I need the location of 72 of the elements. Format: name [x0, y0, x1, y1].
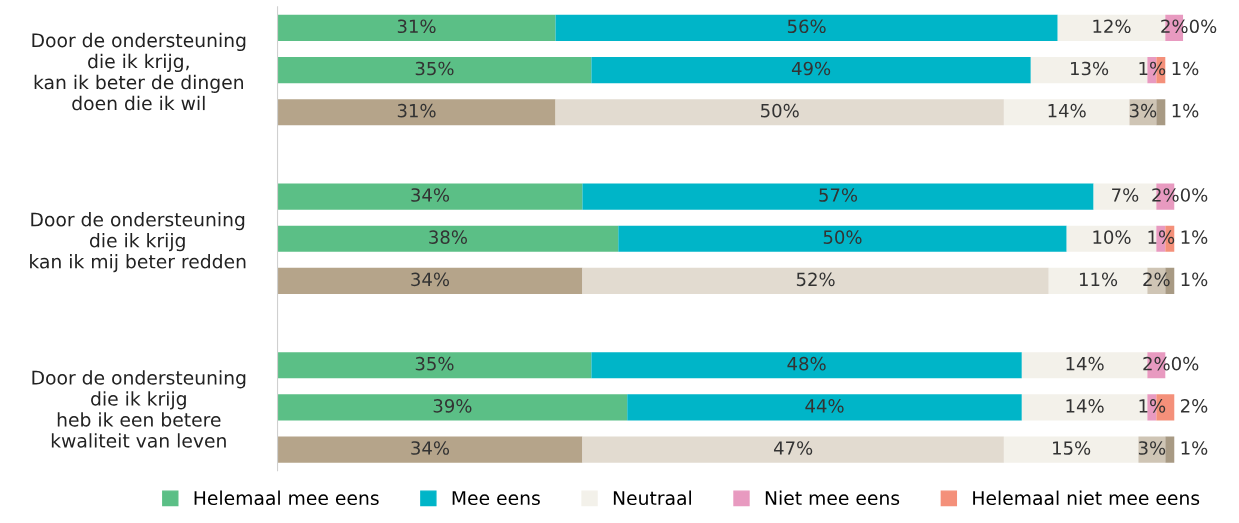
bar: [627, 394, 1022, 421]
data-label: 1%: [1172, 61, 1199, 76]
data-label: 7%: [1112, 188, 1139, 202]
data-label: 0%: [1171, 356, 1199, 371]
data-label: 56%: [787, 19, 826, 34]
bar: [582, 183, 1094, 210]
data-label: 57%: [819, 188, 858, 202]
data-label: 0%: [1180, 188, 1208, 202]
legend-label: Niet mee eens: [765, 490, 900, 506]
y-tick-label: Door de ondersteuning die ik krijg heb ik een betere kwaliteit van leven: [32, 370, 246, 448]
bar: [1003, 436, 1139, 463]
y-tick-label: Door de ondersteuning die ik krijg, kan ik beter de dingen doen die ik wil: [32, 32, 246, 111]
bar: [591, 352, 1022, 379]
data-label: 34%: [411, 188, 450, 202]
data-label: 1%: [1148, 230, 1175, 244]
bar: [277, 352, 592, 379]
data-label: 38%: [429, 230, 467, 244]
data-label: 48%: [787, 356, 826, 371]
bar: [1165, 436, 1175, 463]
bar: [582, 436, 1004, 463]
data-label: 1%: [1172, 103, 1199, 118]
data-label: 31%: [397, 103, 436, 118]
data-label: 1%: [1181, 441, 1208, 455]
data-label: 49%: [791, 61, 831, 76]
data-label: 15%: [1053, 441, 1091, 455]
legend-label: Helemaal mee eens: [194, 490, 379, 506]
data-label: 3%: [1138, 441, 1166, 455]
bar: [277, 56, 592, 84]
data-label: 50%: [761, 103, 799, 118]
data-label: 2%: [1180, 399, 1208, 413]
data-label: 1%: [1181, 230, 1208, 244]
data-label: 34%: [411, 441, 450, 455]
data-label: 3%: [1129, 103, 1157, 118]
bar: [555, 99, 1004, 126]
bar: [277, 267, 583, 294]
data-label: 35%: [415, 356, 454, 371]
bar: [582, 267, 1049, 294]
bar: [277, 183, 583, 210]
data-label: 1%: [1181, 272, 1208, 287]
data-label: 13%: [1071, 61, 1109, 76]
bar: [277, 436, 583, 463]
data-label: 2%: [1143, 272, 1170, 287]
data-label: 1%: [1139, 399, 1166, 413]
legend-label: Mee eens: [452, 491, 540, 506]
y-tick-label: Door de ondersteuning die ik krijg kan ik mij beter redden: [30, 212, 246, 273]
data-label: 39%: [433, 399, 472, 413]
data-label: 52%: [796, 272, 835, 287]
data-label: 14%: [1048, 103, 1086, 118]
bar: [1003, 99, 1130, 126]
data-label: 0%: [1189, 19, 1217, 34]
data-label: 10%: [1093, 230, 1131, 244]
bar: [591, 56, 1031, 84]
data-label: 1%: [1139, 61, 1166, 76]
data-label: 47%: [773, 441, 813, 455]
data-label: 35%: [415, 61, 454, 76]
bar: [277, 394, 628, 421]
bar: [277, 99, 556, 126]
data-label: 50%: [823, 230, 862, 244]
data-label: 12%: [1093, 19, 1131, 34]
data-label: 14%: [1066, 356, 1104, 371]
bar: [277, 14, 556, 41]
data-label: 44%: [805, 399, 844, 413]
bar: [555, 14, 1058, 41]
bar: [1156, 99, 1166, 126]
data-label: 34%: [411, 272, 450, 287]
data-label: 14%: [1066, 399, 1104, 413]
legend-label: Helemaal niet mee eens: [973, 490, 1200, 506]
data-label: 31%: [397, 19, 436, 34]
legend-label: Neutraal: [613, 490, 691, 506]
bar: [277, 225, 619, 252]
bar: [618, 225, 1067, 252]
data-label: 11%: [1079, 272, 1118, 287]
